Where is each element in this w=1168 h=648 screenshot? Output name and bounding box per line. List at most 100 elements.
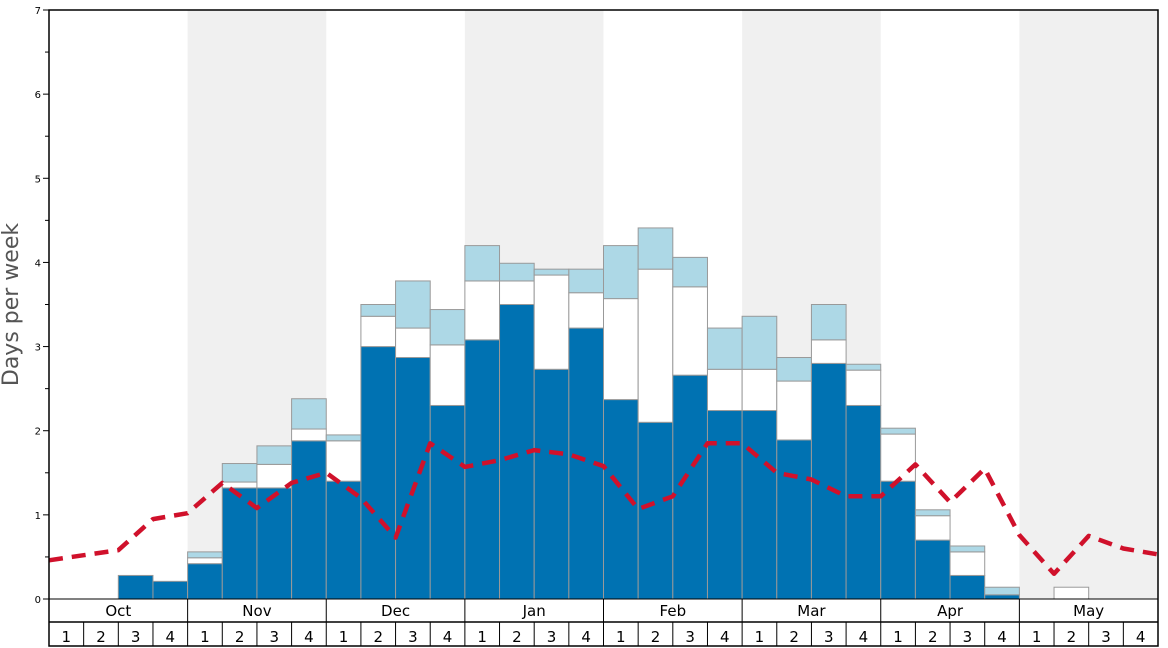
bar-segment-light-21 [776, 357, 812, 382]
bar-segment-dark-2 [117, 574, 154, 600]
month-label-oct: Oct [105, 602, 131, 620]
bar-segment-white-17 [637, 268, 674, 423]
bar-segment-light-19 [706, 327, 743, 370]
y-tick-label-6: 6 [35, 90, 41, 101]
month-label-dec: Dec [381, 602, 410, 620]
bar-segment-light-9 [360, 304, 397, 317]
week-label: 3 [963, 628, 973, 646]
week-label: 4 [581, 628, 591, 646]
bar-segment-light-20 [741, 315, 778, 370]
bar-segment-dark-6 [256, 487, 293, 600]
week-label: 3 [685, 628, 695, 646]
month-label-nov: Nov [242, 602, 271, 620]
y-tick-label-7: 7 [35, 6, 41, 17]
week-label: 1 [200, 628, 210, 646]
bar-segment-white-9 [360, 315, 397, 348]
y-axis: 0 1 2 3 4 5 6 7 [35, 6, 49, 606]
bar-segment-white-18 [672, 286, 708, 376]
bar-segment-dark-19 [706, 410, 743, 600]
bar-segment-light-15 [568, 268, 604, 294]
y-tick-label-3: 3 [35, 343, 41, 354]
bar-segment-dark-10 [395, 357, 431, 600]
bar-segment-dark-3 [152, 580, 189, 600]
week-label: 1 [1032, 628, 1042, 646]
week-label: 4 [720, 628, 730, 646]
month-label-may: May [1073, 602, 1104, 620]
bar-segment-white-16 [603, 298, 639, 401]
bar-segment-white-13 [499, 280, 535, 306]
bar-segment-light-24 [880, 427, 916, 435]
week-label: 2 [928, 628, 938, 646]
bar-segment-light-7 [291, 398, 327, 430]
month-label-feb: Feb [660, 602, 687, 620]
bar-segment-white-7 [291, 428, 327, 442]
bar-segment-dark-8 [325, 480, 362, 600]
week-label: 2 [96, 628, 106, 646]
week-label: 3 [131, 628, 141, 646]
bar-segment-white-10 [395, 327, 431, 359]
trend-line-layer [48, 441, 1159, 577]
week-label: 2 [512, 628, 522, 646]
bar-segment-light-17 [637, 227, 674, 270]
week-label: 2 [373, 628, 383, 646]
bar-segment-dark-26 [949, 574, 986, 600]
bar-segment-light-25 [914, 509, 951, 517]
bar-segment-light-26 [949, 545, 986, 553]
bar-segment-light-4 [187, 551, 223, 559]
week-label: 4 [859, 628, 869, 646]
month-label-jan: Jan [522, 602, 546, 620]
month-label-mar: Mar [797, 602, 826, 620]
week-label: 4 [166, 628, 176, 646]
y-tick-label-0: 0 [35, 595, 41, 606]
bar-segment-light-27 [984, 586, 1020, 596]
bar-segment-white-20 [741, 368, 778, 412]
week-label: 3 [1101, 628, 1111, 646]
week-label: 4 [1136, 628, 1146, 646]
bar-segment-white-5 [221, 481, 258, 489]
week-label: 2 [651, 628, 661, 646]
bar-segment-dark-17 [637, 421, 674, 600]
bar-segment-white-21 [776, 380, 812, 441]
week-label: 4 [304, 628, 314, 646]
bar-segment-white-26 [949, 551, 986, 576]
bar-segment-light-10 [395, 280, 431, 329]
bar-segment-white-24 [880, 433, 916, 482]
bar-segment-light-8 [325, 434, 362, 442]
bar-segment-dark-9 [360, 346, 397, 600]
bar-segment-white-11 [429, 344, 466, 406]
week-label: 1 [755, 628, 765, 646]
bar-segment-light-14 [533, 268, 570, 276]
bar-segment-dark-14 [533, 368, 570, 600]
bar-segment-dark-25 [914, 539, 951, 600]
bar-segment-dark-20 [741, 410, 778, 600]
bar-segment-dark-21 [776, 439, 812, 600]
bar-segment-light-13 [499, 262, 535, 282]
x-axis: Oct Nov Dec Jan Feb Mar Apr May 1 2 3 4 1 2 3 4 1 2 3 4 1 2 3 4… [49, 598, 1158, 646]
week-label: 4 [443, 628, 453, 646]
bar-segment-light-16 [603, 245, 639, 300]
y-axis-label: Days per week [0, 223, 24, 386]
week-label: 1 [62, 628, 72, 646]
week-label: 3 [824, 628, 834, 646]
week-label: 3 [547, 628, 557, 646]
bar-segment-light-18 [672, 256, 708, 288]
week-label: 2 [1067, 628, 1077, 646]
bar-segment-light-23 [845, 363, 882, 371]
bar-segment-dark-7 [291, 440, 327, 600]
bar-segment-white-4 [187, 557, 223, 565]
bar-segment-dark-23 [845, 404, 882, 600]
bar-segment-light-12 [464, 245, 501, 282]
bar-segment-dark-11 [429, 404, 466, 600]
week-label: 3 [269, 628, 279, 646]
bar-segment-light-6 [256, 445, 293, 465]
plot-frame [48, 9, 1159, 647]
bar-segment-dark-4 [187, 563, 223, 600]
bar-segment-light-5 [221, 463, 258, 483]
bar-segment-white-22 [810, 339, 847, 364]
bar-segment-white-23 [845, 369, 882, 406]
week-label: 2 [789, 628, 799, 646]
bar-segment-white-19 [706, 368, 743, 412]
bar-segment-dark-18 [672, 374, 708, 600]
trend-line [48, 441, 1159, 577]
